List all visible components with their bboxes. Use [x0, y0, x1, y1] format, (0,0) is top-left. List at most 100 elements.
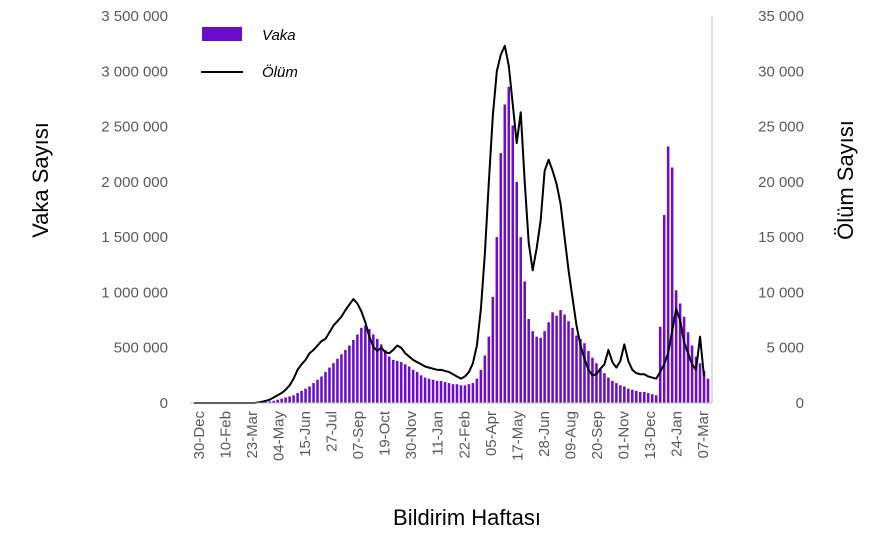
vaka-bar [415, 372, 419, 403]
vaka-bar [399, 362, 403, 403]
vaka-bar [292, 395, 295, 403]
vaka-bar [451, 384, 455, 403]
vaka-bar [702, 370, 706, 403]
vaka-bar [619, 385, 622, 403]
x-tick-label: 05-Apr [483, 411, 500, 456]
vaka-bar [435, 380, 439, 403]
vaka-bar [379, 344, 383, 403]
vaka-bar [268, 401, 271, 403]
vaka-bar [527, 318, 530, 403]
vaka-bar [423, 377, 427, 403]
vaka-bar [431, 379, 435, 403]
vaka-bar [587, 351, 590, 403]
vaka-bar [503, 104, 507, 404]
vaka-bar [264, 401, 267, 403]
y-right-tick-label: 0 [796, 395, 804, 412]
vaka-bar [623, 386, 626, 403]
vaka-bar [507, 86, 511, 404]
vaka-bar [543, 331, 546, 403]
x-tick-label: 09-Aug [562, 411, 579, 459]
vaka-bar [483, 355, 487, 403]
vaka-bar [627, 388, 630, 403]
vaka-bar [328, 367, 331, 403]
vaka-bar [559, 310, 562, 403]
x-tick-label: 07-Sep [350, 411, 367, 459]
vaka-bar [411, 369, 415, 403]
vaka-bar [519, 237, 523, 403]
vaka-bar [575, 335, 578, 403]
vaka-bar [288, 396, 291, 403]
x-tick-label: 01-Nov [615, 411, 632, 460]
vaka-bar [312, 383, 315, 403]
legend-olum-label: Ölüm [262, 63, 298, 81]
x-tick-label: 30-Nov [403, 411, 420, 460]
x-axis-ticks: 30-Dec 10-Feb 23-Mar 04-May 15-Jun 27-Jul 07-S… [191, 410, 712, 461]
vaka-bar [646, 393, 650, 403]
vaka-bar [654, 395, 658, 403]
vaka-bar [658, 326, 662, 403]
olum-line-group [193, 44, 706, 404]
vaka-bar [459, 385, 463, 403]
vaka-bar [447, 383, 451, 403]
vaka-bar [607, 377, 610, 403]
vaka-bar [272, 400, 275, 403]
vaka-bar [615, 383, 618, 403]
x-tick-label: 15-Jun [297, 411, 314, 457]
y-axis-right-title: Ölüm Sayısı [833, 120, 858, 240]
vaka-bar [511, 125, 515, 403]
y-right-tick-label: 25 000 [758, 119, 804, 136]
vaka-bar [706, 378, 710, 403]
vaka-bar [344, 349, 347, 403]
x-tick-label: 27-Jul [324, 411, 341, 452]
legend: Vaka Ölüm [201, 27, 298, 81]
vaka-bar [352, 339, 355, 403]
vaka-bar [682, 316, 686, 403]
vaka-bar [419, 375, 423, 403]
y-left-tick-label: 0 [160, 395, 168, 412]
vaka-bars [260, 86, 710, 404]
y-right-tick-label: 30 000 [758, 63, 804, 80]
x-tick-label: 13-Dec [642, 411, 659, 460]
vaka-bar [487, 336, 491, 403]
vaka-bar [567, 321, 570, 403]
vaka-bar [670, 167, 674, 403]
vaka-bar [467, 384, 471, 403]
vaka-bar [603, 373, 606, 403]
vaka-bar [443, 381, 447, 403]
vaka-bar [372, 334, 375, 403]
vaka-bar [455, 384, 459, 403]
vaka-bar [495, 237, 499, 403]
vaka-bar [304, 388, 307, 403]
vaka-bar [368, 328, 371, 403]
vaka-bar [463, 385, 467, 403]
y-left-tick-label: 2 000 000 [101, 174, 168, 191]
y-left-tick-label: 1 000 000 [101, 284, 168, 301]
vaka-bar [475, 378, 479, 403]
vaka-bar [320, 376, 323, 403]
vaka-bar [499, 153, 503, 403]
vaka-bar [336, 358, 339, 403]
vaka-bar [356, 334, 359, 403]
vaka-bar [547, 322, 550, 403]
vaka-bar [694, 356, 698, 403]
legend-vaka-label: Vaka [262, 27, 296, 44]
vaka-bar [376, 338, 379, 403]
vaka-bar [348, 345, 351, 403]
y-left-tick-label: 2 500 000 [101, 119, 168, 136]
x-tick-label: 24-Jan [669, 411, 686, 457]
vaka-bar [296, 393, 299, 403]
x-tick-label: 07-Mar [695, 411, 712, 459]
vaka-bar [280, 398, 283, 403]
y-left-tick-label: 500 000 [114, 340, 168, 357]
vaka-bar [531, 331, 534, 403]
vaka-bar [650, 394, 654, 403]
y-right-tick-label: 35 000 [758, 8, 804, 25]
y-axis-right-ticks: 0 5 000 10 000 15 000 20 000 25 000 30 000 35 0… [758, 8, 804, 412]
y-left-tick-label: 3 500 000 [101, 8, 168, 25]
vaka-bar [407, 366, 411, 403]
vaka-bar [635, 390, 638, 403]
vaka-bar [539, 337, 542, 403]
vaka-bar [535, 336, 538, 403]
vaka-bar [690, 345, 694, 403]
